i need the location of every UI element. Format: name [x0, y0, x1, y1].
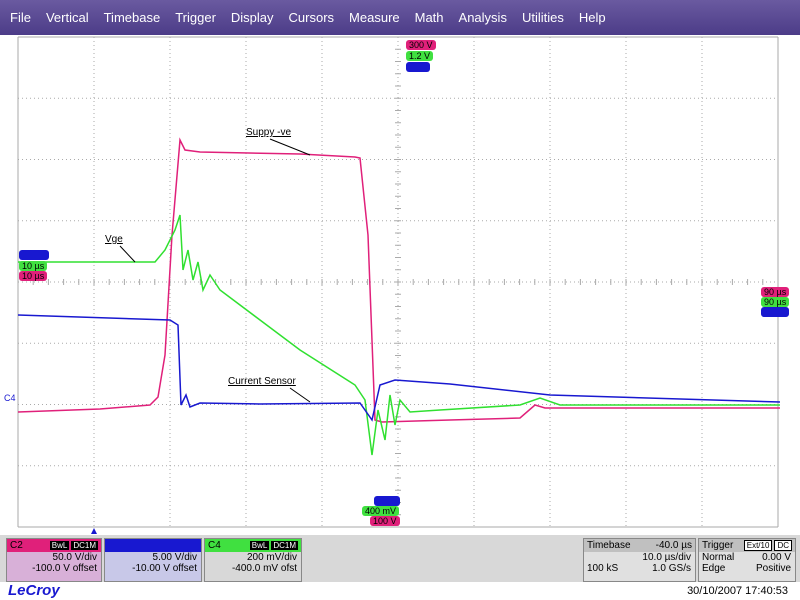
channel-offset: -10.00 V offset — [132, 563, 197, 574]
timestamp: 30/10/2007 17:40:53 — [687, 585, 788, 597]
top-marker-blank — [406, 62, 430, 72]
timebase-delay: -40.0 µs — [655, 540, 692, 551]
menu-item[interactable]: Vertical — [45, 10, 89, 25]
channel-name: C4 — [208, 540, 221, 551]
trace-current — [17, 314, 781, 422]
footer: LeCroy 30/10/2007 17:40:53 — [0, 582, 800, 600]
menu-item[interactable]: Trigger — [175, 10, 216, 25]
menu-item[interactable]: Measure — [349, 10, 400, 25]
status-panel: C2 BwL DC1M 50.0 V/div -100.0 V offset 5.0… — [0, 535, 800, 582]
tag: DC — [774, 540, 792, 551]
tag: DC1M — [71, 541, 98, 550]
channel-scale: 200 mV/div — [246, 552, 297, 563]
timebase-rate: 1.0 GS/s — [652, 563, 691, 574]
right-marker: 90 µs — [761, 287, 790, 297]
channel-offset: -400.0 mV ofst — [231, 563, 297, 574]
axis-marker: C4 — [4, 393, 16, 403]
top-marker: 300 V — [406, 40, 436, 50]
right-marker: 90 µs — [761, 297, 790, 307]
timebase-box[interactable]: Timebase -40.0 µs 10.0 µs/div 100 kS 1.0 G… — [583, 538, 696, 582]
menu-item[interactable]: Analysis — [458, 10, 507, 25]
trigger-level: 0.00 V — [762, 552, 791, 563]
menu-bar: File Vertical Timebase Trigger Display Cursor… — [0, 0, 800, 35]
channel-box[interactable]: C2 BwL DC1M 50.0 V/div -100.0 V offset — [6, 538, 102, 582]
trace-supply — [17, 137, 780, 423]
trigger-label: Trigger — [702, 540, 734, 551]
menu-item[interactable]: Cursors — [288, 10, 335, 25]
trace-label: Current Sensor — [228, 376, 296, 387]
menu-item[interactable]: File — [10, 10, 31, 25]
bottom-marker-blank — [374, 496, 400, 506]
channel-box[interactable]: 5.00 V/div -10.00 V offset — [104, 538, 202, 582]
tag: BwL — [249, 541, 270, 550]
tag: DC1M — [271, 541, 298, 550]
top-marker: 1.2 V — [406, 51, 434, 61]
tag: Ext/10 — [743, 540, 773, 551]
trigger-mode: Normal — [702, 552, 735, 563]
menu-item[interactable]: Utilities — [521, 10, 564, 25]
left-marker: 10 µs — [19, 261, 48, 271]
menu-item[interactable]: Display — [230, 10, 274, 25]
channel-scale: 5.00 V/div — [152, 552, 197, 563]
left-marker-blank — [19, 250, 49, 260]
brand: LeCroy — [8, 582, 60, 599]
channel-scale: 50.0 V/div — [52, 552, 97, 563]
channel-box[interactable]: C4 BwL DC1M 200 mV/div -400.0 mV ofst — [204, 538, 302, 582]
trigger-type: Edge — [702, 563, 726, 574]
trigger-slope: Positive — [755, 563, 791, 574]
scope-display — [17, 36, 781, 528]
timebase-scale: 10.0 µs/div — [642, 552, 691, 563]
timebase-samples: 100 kS — [587, 563, 619, 574]
right-marker-blank — [761, 307, 789, 317]
menu-item[interactable]: Math — [414, 10, 444, 25]
menu-item[interactable]: Help — [578, 10, 606, 25]
bottom-marker: 400 mV — [362, 506, 400, 516]
timebase-label: Timebase — [587, 540, 631, 551]
bottom-marker: 100 V — [370, 516, 400, 526]
channel-name: C2 — [10, 540, 23, 551]
channel-offset: -100.0 V offset — [32, 563, 97, 574]
trace-label: Suppy -ve — [246, 127, 292, 138]
trace-label: Vge — [105, 234, 123, 245]
menu-item[interactable]: Timebase — [103, 10, 161, 25]
left-marker: 10 µs — [19, 271, 48, 281]
trigger-box[interactable]: Trigger Ext/10 DC Normal 0.00 V Edge Positiv… — [698, 538, 796, 582]
trace-vge — [18, 214, 780, 456]
tag: BwL — [49, 541, 70, 550]
